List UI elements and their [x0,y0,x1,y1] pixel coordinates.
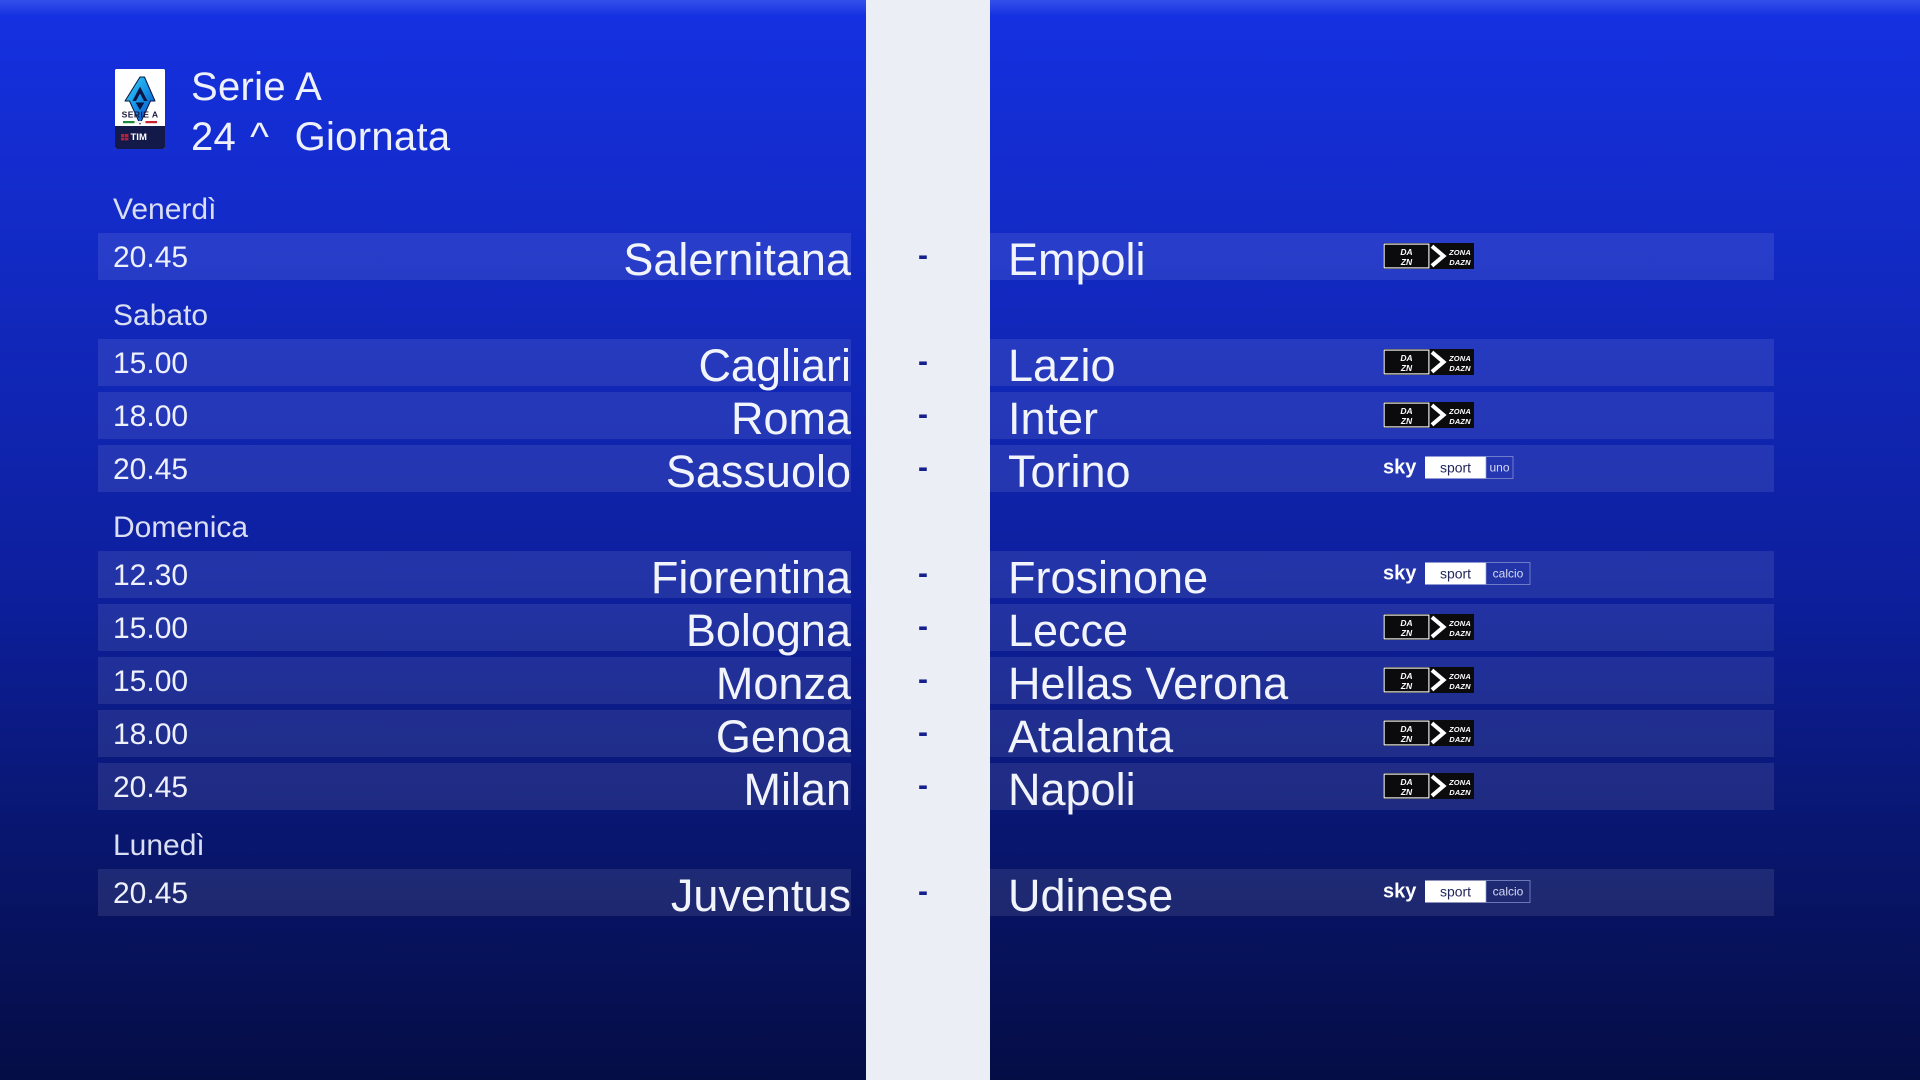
svg-text:calcio: calcio [1493,885,1524,899]
svg-text:ZONA: ZONA [1448,725,1471,734]
svg-text:DAZN: DAZN [1449,258,1471,267]
svg-text:ZONA: ZONA [1448,248,1471,257]
svg-text:sky: sky [1383,457,1417,479]
svg-text:DAZN: DAZN [1449,364,1471,373]
svg-text:DA: DA [1400,777,1412,787]
svg-text:sport: sport [1440,460,1471,476]
svg-text:ZN: ZN [1400,787,1413,797]
svg-text:uno: uno [1489,461,1509,475]
svg-text:ZN: ZN [1400,734,1413,744]
svg-text:DA: DA [1400,671,1412,681]
svg-text:ZONA: ZONA [1448,619,1471,628]
svg-text:DAZN: DAZN [1449,735,1471,744]
svg-text:sport: sport [1440,566,1471,582]
svg-text:DA: DA [1400,724,1412,734]
svg-text:ZN: ZN [1400,363,1413,373]
svg-text:DAZN: DAZN [1449,417,1471,426]
svg-text:ZN: ZN [1400,257,1413,267]
svg-text:SERIE A: SERIE A [122,110,159,120]
svg-text:ZONA: ZONA [1448,354,1471,363]
svg-text:ZN: ZN [1400,416,1413,426]
svg-text:ZN: ZN [1400,628,1413,638]
svg-text:TIM: TIM [131,132,147,143]
svg-text:DAZN: DAZN [1449,629,1471,638]
svg-text:ZONA: ZONA [1448,672,1471,681]
svg-text:calcio: calcio [1493,567,1524,581]
svg-text:ZN: ZN [1400,681,1413,691]
svg-text:DA: DA [1400,247,1412,257]
svg-text:ZONA: ZONA [1448,778,1471,787]
svg-text:DA: DA [1400,353,1412,363]
svg-text:sport: sport [1440,884,1471,900]
svg-text:DA: DA [1400,618,1412,628]
svg-text:sky: sky [1383,881,1417,903]
svg-text:DAZN: DAZN [1449,788,1471,797]
svg-text:DAZN: DAZN [1449,682,1471,691]
svg-text:ZONA: ZONA [1448,407,1471,416]
svg-text:sky: sky [1383,563,1417,585]
svg-text:DA: DA [1400,406,1412,416]
